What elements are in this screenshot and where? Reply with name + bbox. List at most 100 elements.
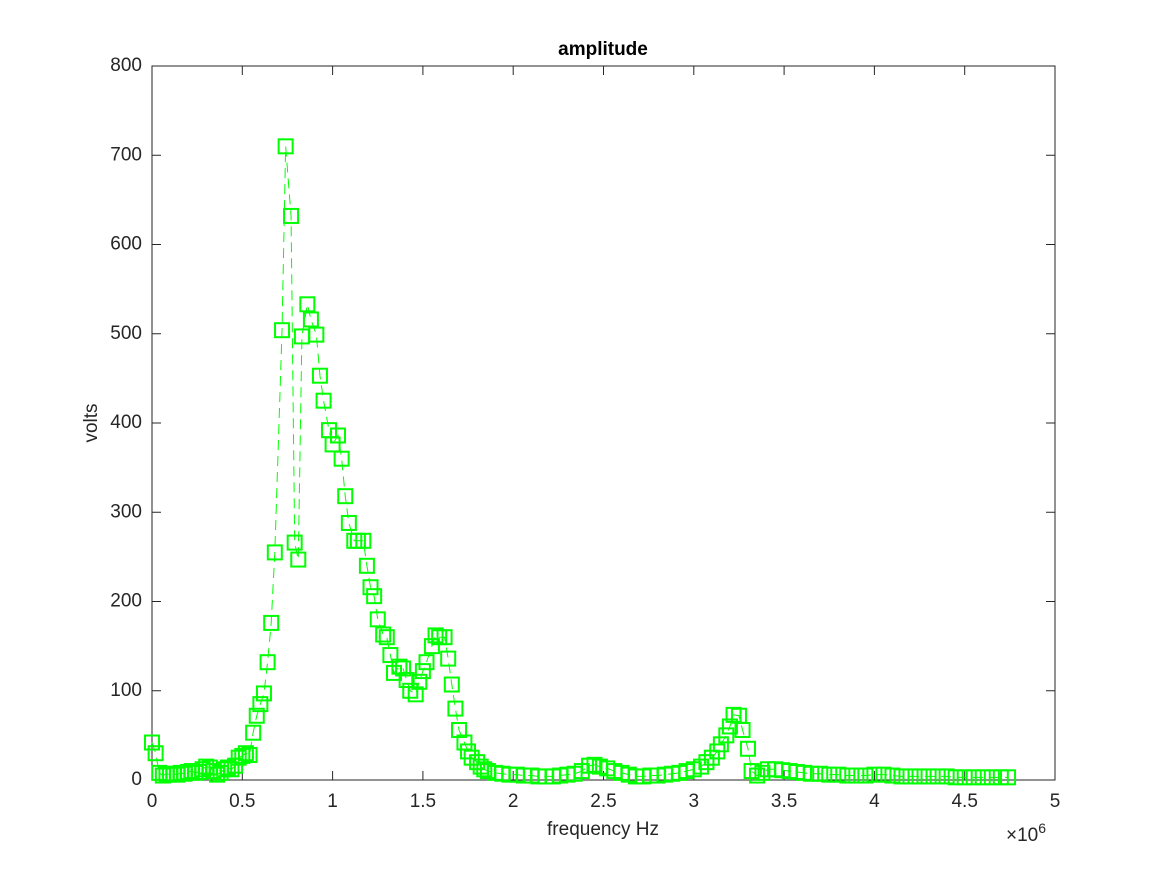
- x-tick-label: 5: [1050, 791, 1061, 812]
- chart-title: amplitude: [558, 39, 648, 60]
- data-marker: [848, 767, 865, 784]
- data-marker: [395, 660, 412, 677]
- data-marker: [266, 544, 283, 561]
- data-marker: [754, 764, 771, 781]
- data-marker: [418, 654, 435, 671]
- data-marker: [311, 367, 328, 384]
- data-marker: [956, 769, 973, 786]
- x-tick-label: 0: [147, 791, 158, 812]
- data-marker: [812, 765, 829, 782]
- data-marker: [893, 768, 910, 785]
- data-marker: [721, 718, 738, 735]
- y-tick-label: 800: [110, 55, 142, 76]
- y-tick-label: 600: [110, 234, 142, 255]
- data-marker: [476, 761, 493, 778]
- data-marker: [302, 311, 319, 328]
- x-tick-label: 1.5: [410, 791, 436, 812]
- data-marker: [402, 682, 419, 699]
- data-marker: [407, 686, 424, 703]
- data-marker: [857, 767, 874, 784]
- data-marker: [451, 722, 468, 739]
- data-marker: [414, 663, 431, 680]
- data-marker: [436, 629, 453, 646]
- data-marker: [821, 766, 838, 783]
- data-marker: [965, 769, 982, 786]
- data-marker: [263, 614, 280, 631]
- x-tick-label: 4: [869, 791, 880, 812]
- y-tick-label: 500: [110, 323, 142, 344]
- data-marker: [884, 767, 901, 784]
- data-marker: [315, 392, 332, 409]
- data-marker: [369, 611, 386, 628]
- data-marker: [443, 676, 460, 693]
- data-marker: [378, 629, 395, 646]
- data-marker: [947, 769, 964, 786]
- data-marker: [245, 724, 262, 741]
- x-axis-label: frequency Hz: [547, 819, 659, 840]
- data-marker: [938, 768, 955, 785]
- data-marker: [308, 326, 325, 343]
- x-tick-label: 3: [689, 791, 700, 812]
- data-marker: [456, 734, 473, 751]
- data-marker: [447, 700, 464, 717]
- data-marker: [974, 769, 991, 786]
- y-tick-label: 300: [110, 501, 142, 522]
- data-marker: [586, 756, 603, 773]
- data-marker: [320, 422, 337, 439]
- y-tick-label: 200: [110, 591, 142, 612]
- data-marker: [734, 722, 751, 739]
- x-tick-label: 1: [327, 791, 338, 812]
- data-marker: [382, 647, 399, 664]
- data-marker: [330, 427, 347, 444]
- x-tick-label: 2.5: [590, 791, 616, 812]
- data-marker: [283, 207, 300, 224]
- data-marker: [743, 763, 760, 780]
- data-marker: [712, 736, 729, 753]
- x-multiplier-base: ×10: [1006, 825, 1038, 846]
- data-marker: [144, 734, 160, 751]
- data-marker: [340, 514, 357, 531]
- data-marker: [252, 696, 269, 713]
- y-axis-label: volts: [81, 403, 102, 442]
- data-marker: [739, 740, 756, 757]
- data-marker: [427, 627, 444, 644]
- data-marker: [255, 685, 272, 702]
- data-marker: [237, 745, 254, 762]
- data-marker: [902, 768, 919, 785]
- data-marker: [718, 727, 735, 744]
- data-marker: [698, 754, 715, 771]
- data-marker: [463, 749, 480, 766]
- data-marker: [1000, 769, 1017, 786]
- x-tick-label: 3.5: [771, 791, 797, 812]
- x-multiplier-exponent: 6: [1038, 820, 1046, 836]
- data-marker: [259, 654, 276, 671]
- data-marker: [929, 768, 946, 785]
- x-tick-label: 2: [508, 791, 519, 812]
- data-marker: [147, 745, 164, 762]
- data-marker: [920, 768, 937, 785]
- x-multiplier: ×106: [1006, 820, 1046, 846]
- data-marker: [803, 765, 820, 782]
- data-marker: [911, 768, 928, 785]
- x-tick-label: 4.5: [951, 791, 977, 812]
- data-marker: [324, 436, 341, 453]
- data-marker: [241, 747, 258, 764]
- data-marker: [299, 296, 316, 313]
- data-marker: [333, 450, 350, 467]
- data-marker: [983, 769, 1000, 786]
- data-marker: [355, 532, 372, 549]
- x-tick-label: 0.5: [229, 791, 255, 812]
- y-tick-label: 700: [110, 144, 142, 165]
- data-marker: [248, 707, 265, 724]
- data-marker: [830, 766, 847, 783]
- y-tick-label: 0: [131, 769, 142, 790]
- data-marker: [839, 767, 856, 784]
- plot-box: [151, 65, 1056, 781]
- data-marker: [274, 322, 291, 339]
- data-marker: [693, 758, 710, 775]
- data-marker: [440, 650, 457, 667]
- data-marker: [277, 138, 294, 155]
- data-marker: [358, 557, 375, 574]
- data-marker: [366, 588, 383, 605]
